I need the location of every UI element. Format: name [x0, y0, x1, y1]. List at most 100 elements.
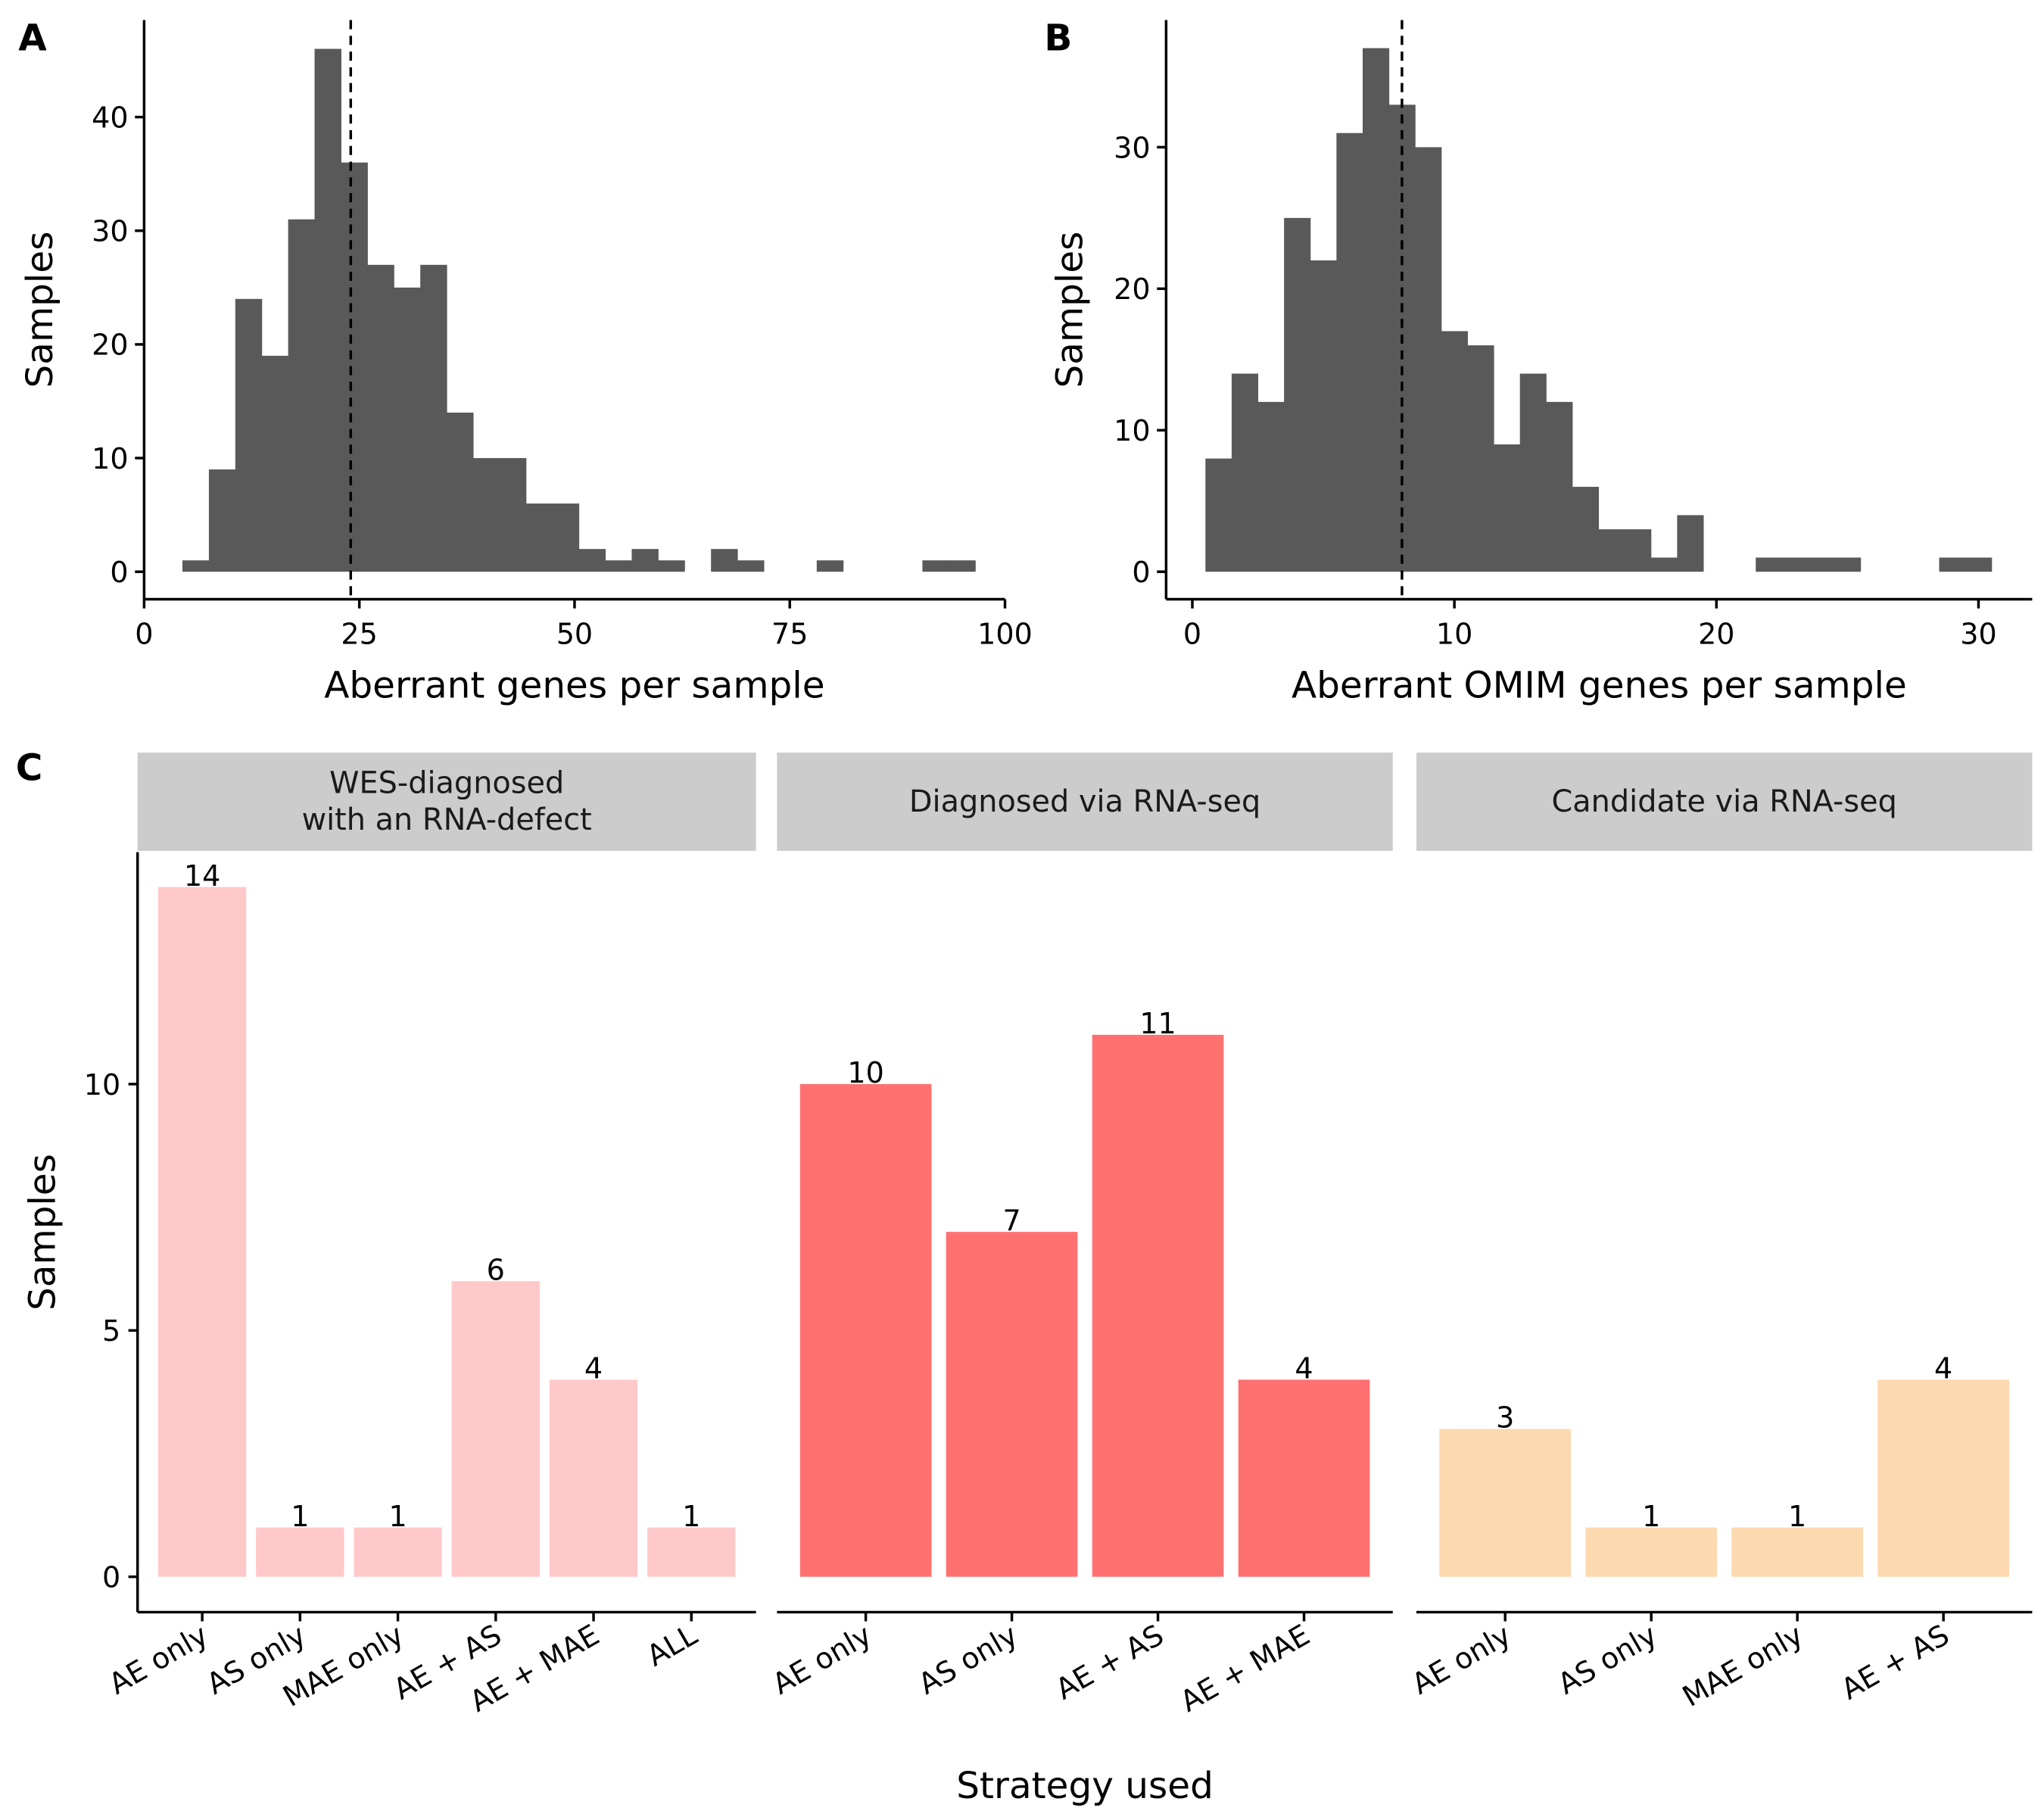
- histogram-bar: [658, 560, 685, 572]
- histogram-bar: [631, 549, 659, 572]
- histogram-bar: [235, 298, 263, 572]
- panel-label: A: [18, 17, 47, 59]
- bar: [1877, 1379, 2010, 1577]
- x-tick-label: AE + MAE: [1175, 1618, 1316, 1719]
- histogram-bar: [1441, 331, 1468, 572]
- y-tick-label: 20: [1114, 273, 1150, 306]
- data-label: 1: [291, 1500, 309, 1533]
- bar: [256, 1527, 344, 1577]
- y-tick-label: 0: [1132, 556, 1150, 589]
- facet: Candidate via RNA-seq 3 AE only 1 AS only 1 MA…: [1407, 753, 2033, 1713]
- histogram-bar: [525, 503, 553, 572]
- bar: [354, 1527, 442, 1577]
- histogram-bar: [1625, 529, 1652, 572]
- histogram-bar: [1519, 373, 1547, 572]
- histogram-bar: [288, 219, 316, 572]
- x-tick-label: AE only: [767, 1618, 877, 1700]
- histogram-bar: [1336, 132, 1363, 572]
- bar: [647, 1527, 736, 1577]
- histogram-bar: [499, 458, 527, 572]
- bar: [1731, 1527, 1864, 1577]
- x-tick-label: 0: [135, 617, 153, 650]
- data-label: 4: [1934, 1352, 1952, 1385]
- histogram-bar: [1231, 373, 1259, 572]
- y-axis-label: Samples: [1049, 232, 1092, 388]
- bar: [946, 1232, 1078, 1577]
- histogram-bar: [1310, 260, 1337, 572]
- panel-a: A 0 25 50 75 100 0 10 20 30 40 Aberrant genes per s…: [18, 17, 1033, 706]
- x-axis-label: Strategy used: [956, 1765, 1214, 1807]
- histogram-bar: [1205, 458, 1232, 572]
- histogram-bar: [1650, 557, 1678, 572]
- histogram-bar: [1415, 147, 1442, 572]
- histogram-bar: [1546, 401, 1573, 572]
- y-tick-label: 5: [102, 1314, 120, 1348]
- histogram-bar: [578, 549, 606, 572]
- x-tick-label: AE only: [103, 1618, 213, 1700]
- x-tick-label: AE + AS: [1836, 1618, 1955, 1706]
- x-axis-label: Aberrant genes per sample: [324, 664, 824, 706]
- histogram-bar: [737, 560, 765, 572]
- x-tick-label: 0: [1183, 617, 1201, 650]
- histogram-bar: [1781, 557, 1809, 572]
- bar: [1238, 1379, 1370, 1577]
- data-label: 6: [487, 1254, 505, 1287]
- histogram-bar: [394, 287, 421, 572]
- facet-strip: [1416, 753, 2033, 851]
- histogram-bar: [182, 560, 210, 572]
- y-tick-label: 40: [92, 101, 128, 134]
- y-tick-label: 10: [84, 1068, 120, 1102]
- x-axis-label: Aberrant OMIM genes per sample: [1292, 664, 1907, 706]
- x-tick-label: 20: [1698, 617, 1734, 650]
- data-label: 1: [1642, 1500, 1660, 1533]
- x-tick-label: AE only: [1407, 1618, 1517, 1700]
- histogram-bar: [472, 458, 500, 572]
- data-label: 1: [1788, 1500, 1806, 1533]
- y-axis-label: Samples: [19, 232, 61, 388]
- histogram-bar: [1363, 48, 1390, 572]
- histogram-bar: [1756, 557, 1783, 572]
- panel-label: C: [16, 746, 43, 789]
- y-tick-label: 10: [92, 442, 128, 475]
- y-tick-label: 30: [92, 215, 128, 248]
- histogram-bar: [341, 162, 368, 572]
- facet-strip: [777, 753, 1393, 851]
- x-tick-label: 25: [341, 617, 377, 650]
- y-tick-label: 20: [92, 329, 128, 362]
- data-label: 14: [184, 859, 220, 893]
- x-tick-label: 30: [1960, 617, 1996, 650]
- facet: Diagnosed via RNA-seq 10 AE only 7 AS only 11…: [767, 753, 1393, 1719]
- histogram-bar: [1939, 557, 1966, 572]
- facet-title: WES-diagnosed: [329, 766, 564, 801]
- facet-strip: [137, 753, 756, 851]
- panel-label: B: [1044, 17, 1072, 59]
- histogram-bar: [1257, 401, 1285, 572]
- histogram-bar: [1834, 557, 1862, 572]
- bar: [1092, 1034, 1224, 1577]
- x-tick-label: AE + AS: [1050, 1618, 1169, 1706]
- histogram-bar: [1677, 515, 1704, 572]
- bar: [799, 1083, 932, 1577]
- data-label: 4: [584, 1352, 603, 1385]
- data-label: 1: [388, 1500, 407, 1533]
- histogram-bar: [949, 560, 976, 572]
- histogram-bar: [552, 503, 580, 572]
- facet-title: Candidate via RNA-seq: [1552, 784, 1897, 819]
- data-label: 10: [847, 1056, 883, 1089]
- histogram-bar: [711, 549, 738, 572]
- histogram-bar: [208, 469, 236, 572]
- histogram-bar: [447, 412, 474, 572]
- x-tick-label: 10: [1436, 617, 1472, 650]
- data-label: 4: [1295, 1352, 1313, 1385]
- data-label: 7: [1002, 1204, 1020, 1237]
- bar: [549, 1379, 638, 1577]
- y-tick-label: 0: [110, 556, 128, 589]
- facet-title: Diagnosed via RNA-seq: [909, 784, 1260, 819]
- histogram-bar: [1965, 557, 1993, 572]
- data-label: 3: [1496, 1401, 1514, 1435]
- data-label: 1: [682, 1500, 700, 1533]
- x-tick-label: AS only: [1552, 1618, 1662, 1701]
- y-tick-label: 10: [1114, 414, 1150, 447]
- histogram-bar: [922, 560, 949, 572]
